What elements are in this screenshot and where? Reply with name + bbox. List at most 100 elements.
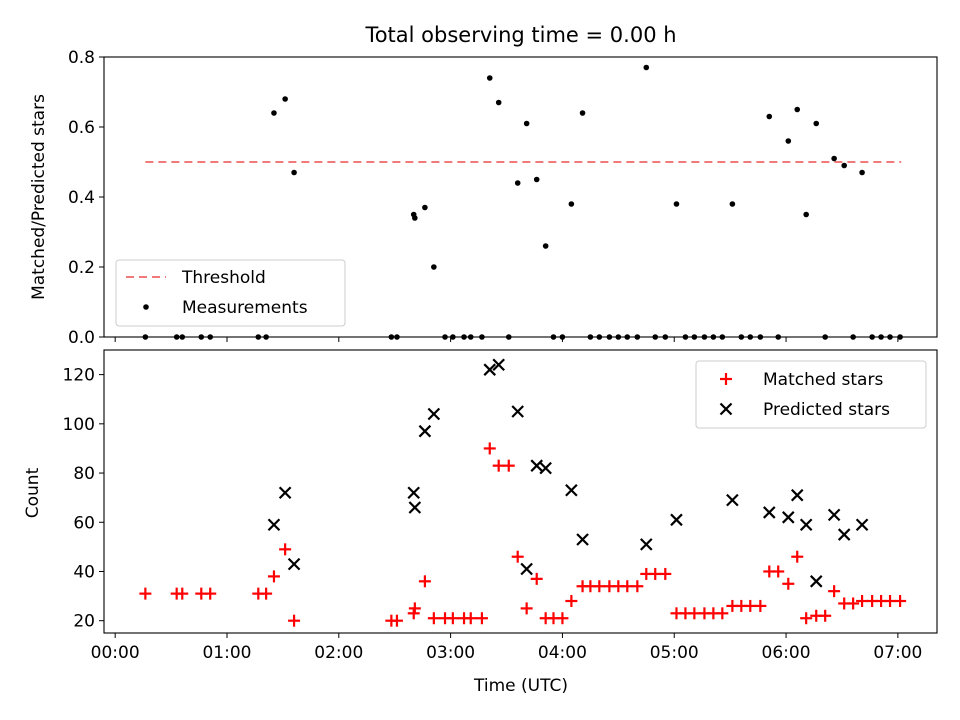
- bottom-legend: Matched stars Predicted stars: [695, 360, 927, 429]
- xtick-label: 01:00: [202, 643, 251, 663]
- top-ytick-label: 0.4: [68, 188, 95, 208]
- top-legend-box: [115, 259, 346, 327]
- bottom-ytick-label: 40: [73, 562, 95, 582]
- matched-star-point: [819, 609, 832, 622]
- matched-star-point: [800, 612, 813, 625]
- predicted-star-point: [855, 518, 869, 531]
- xtick-label: 00:00: [91, 643, 140, 663]
- measurement-point: [486, 75, 493, 81]
- measurement-point: [691, 334, 698, 340]
- measurement-point: [198, 334, 205, 340]
- measurement-point: [729, 201, 736, 207]
- bottom-ytick-label: 20: [73, 612, 95, 632]
- predicted-star-point: [782, 511, 795, 524]
- matched-star-point: [492, 459, 505, 472]
- matched-star-point: [408, 602, 421, 615]
- measurement-point: [615, 334, 622, 340]
- top-ytick-label: 0.8: [68, 48, 95, 68]
- measurement-point: [747, 334, 754, 340]
- matched-star-point: [511, 550, 524, 563]
- measurement-point: [271, 110, 277, 116]
- measurement-point: [142, 334, 149, 340]
- measurement-point: [388, 334, 395, 340]
- top-panel: 0.00.20.40.60.8 Matched/Predicted stars …: [29, 48, 938, 348]
- predicted-star-point: [492, 358, 505, 372]
- matched-star-point: [754, 599, 767, 612]
- matched-star-point: [828, 585, 841, 598]
- measurement-point: [878, 334, 884, 340]
- measurement-point: [738, 334, 745, 340]
- predicted-star-point: [511, 405, 524, 418]
- matched-star-point: [593, 580, 606, 593]
- measurement-point: [652, 334, 659, 340]
- bottom-legend-box: [695, 360, 927, 429]
- measurement-point: [822, 334, 828, 340]
- bottom-plot-frame: [103, 349, 938, 634]
- measurement-point: [757, 334, 764, 340]
- measurement-point: [422, 204, 428, 211]
- measurement-point: [831, 155, 837, 162]
- matched-star-point: [418, 575, 431, 588]
- matched-star-point: [894, 595, 907, 608]
- predicted-star-point: [565, 483, 578, 497]
- predicted-star-point: [483, 363, 497, 376]
- matched-star-point: [744, 599, 757, 612]
- matched-star-point: [716, 607, 729, 620]
- x-axis-label: Time (UTC): [473, 676, 568, 696]
- xtick-label: 06:00: [762, 643, 811, 663]
- measurement-point: [514, 180, 521, 186]
- measurement-point: [803, 211, 809, 218]
- matched-star-point: [390, 614, 403, 627]
- measurement-point: [442, 334, 448, 340]
- legend-measurements-label: Measurements: [182, 298, 308, 318]
- predicted-star-point: [763, 506, 776, 519]
- predicted-star-point: [427, 407, 441, 421]
- measurement-point: [710, 334, 717, 340]
- measurement-point: [412, 215, 418, 221]
- matched-star-point: [427, 612, 440, 625]
- measurement-point: [841, 162, 847, 169]
- top-legend: Threshold Measurements: [115, 259, 346, 327]
- measurement-point: [606, 334, 613, 340]
- matched-star-point: [446, 612, 459, 625]
- predicted-star-point: [827, 508, 841, 522]
- legend-predicted-marker: [719, 402, 733, 416]
- matched-star-point: [621, 580, 634, 593]
- measurement-point: [673, 201, 680, 207]
- top-ytick-label: 0.0: [68, 328, 95, 348]
- measurement-point: [255, 334, 262, 340]
- measurement-point: [587, 334, 594, 340]
- legend-predicted-label: Predicted stars: [763, 400, 890, 420]
- matched-star-point: [267, 570, 280, 583]
- measurement-point: [173, 334, 180, 340]
- predicted-star-point: [726, 493, 739, 507]
- predicted-star-point: [278, 486, 292, 500]
- matched-star-point: [288, 614, 301, 627]
- xtick-label: 03:00: [426, 643, 475, 663]
- top-ytick-label: 0.2: [68, 258, 95, 278]
- predicted-star-point: [418, 424, 432, 438]
- measurement-point: [596, 334, 603, 340]
- measurement-point: [282, 96, 288, 102]
- measurement-point: [719, 334, 726, 340]
- measurement-point: [505, 334, 512, 340]
- predicted-star-point: [267, 518, 281, 531]
- legend-predicted-swatch: [719, 402, 733, 416]
- predicted-star-point: [530, 459, 543, 472]
- predicted-star-point: [520, 562, 533, 576]
- matched-star-point: [565, 595, 578, 608]
- matched-star-point: [884, 595, 897, 608]
- predicted-star-point: [809, 575, 823, 588]
- measurement-point: [643, 64, 650, 71]
- measurement-point: [559, 334, 566, 340]
- xtick-label: 05:00: [650, 643, 699, 663]
- measurement-point: [533, 176, 540, 183]
- matched-star-point: [204, 587, 217, 600]
- matched-star-point: [279, 543, 292, 556]
- measurement-point: [869, 334, 875, 340]
- matched-star-point: [688, 607, 701, 620]
- measurement-point: [634, 334, 641, 340]
- matched-star-point: [502, 459, 515, 472]
- xtick-label: 07:00: [873, 643, 922, 663]
